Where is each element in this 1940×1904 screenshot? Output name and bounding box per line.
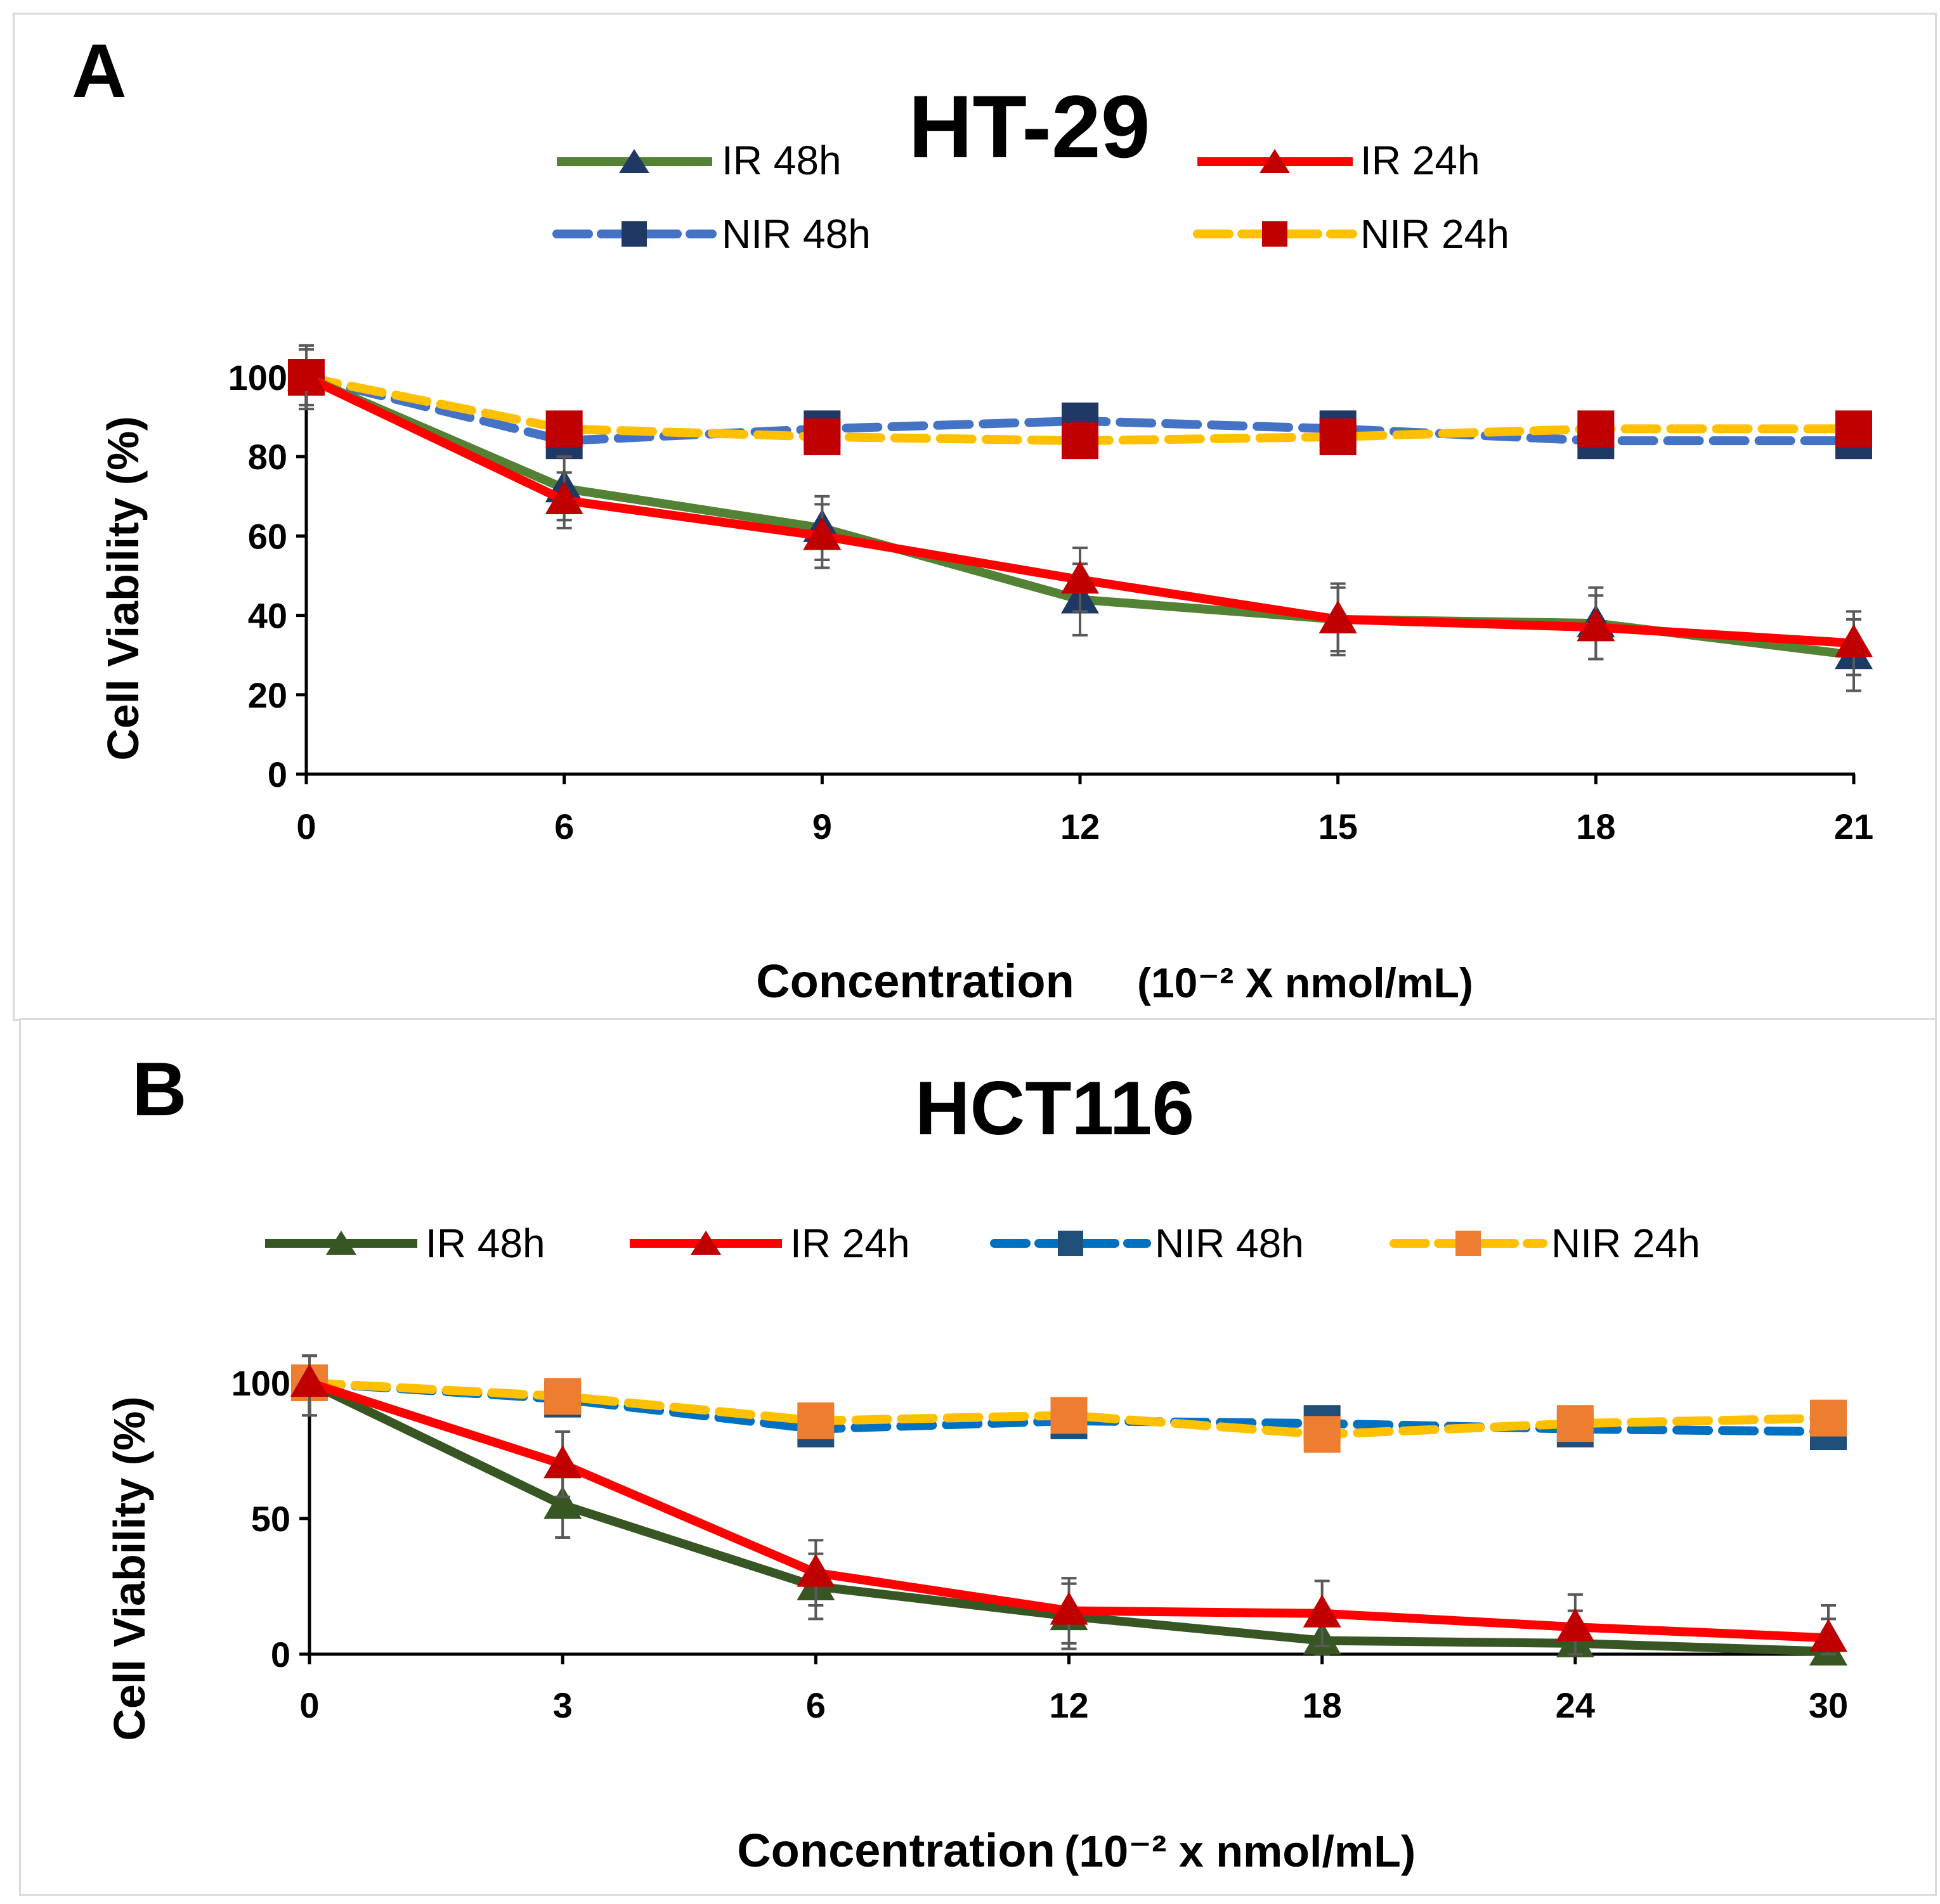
legend-b-nir48: NIR 48h: [990, 1221, 1304, 1266]
data-point-b-3-2: [797, 1402, 835, 1439]
y-tick-label-a-5: 100: [228, 358, 287, 398]
data-point-a-1-1: [545, 481, 583, 515]
y-tick-label-b-2: 100: [231, 1363, 290, 1403]
legend-b-nir24: NIR 24h: [1390, 1221, 1700, 1266]
data-point-a-1-3: [1061, 560, 1099, 594]
data-point-b-1-1: [544, 1445, 582, 1479]
y-tick-label-b-1: 50: [251, 1499, 290, 1539]
x-tick-label-a-1: 6: [554, 806, 574, 846]
y-tick-label-a-2: 40: [248, 596, 287, 636]
svg-text:NIR 24h: NIR 24h: [1360, 211, 1509, 257]
x-tick-label-a-0: 0: [296, 806, 316, 846]
x-tick-label-a-4: 15: [1318, 806, 1358, 846]
svg-text:IR 48h: IR 48h: [722, 138, 842, 183]
y-tick-label-a-0: 0: [268, 754, 287, 794]
y-axis-label-a: Cell Viability (%): [98, 416, 148, 760]
data-point-b-1-3: [1050, 1591, 1088, 1625]
plot-area-a: 0 20 40 60 80 100 0 6 9 12 15 18 21: [228, 344, 1873, 846]
svg-text:NIR 24h: NIR 24h: [1551, 1221, 1700, 1266]
chart-a-svg: A HT-29 IR 48h IR 24h NIR 48h NI: [72, 29, 1873, 1007]
data-point-a-3-4: [1319, 418, 1357, 455]
chart-panel-b: B HCT116 IR 48h IR 24h NIR 48h N: [19, 1018, 1937, 1896]
x-tick-label-b-4: 18: [1303, 1685, 1342, 1725]
x-tick-label-a-6: 21: [1834, 806, 1873, 846]
x-axis-unit-a: (10⁻² X nmol/mL): [1137, 959, 1473, 1006]
svg-text:NIR 48h: NIR 48h: [722, 211, 871, 257]
y-tick-label-a-3: 60: [248, 516, 287, 556]
chart-title-a: HT-29: [908, 77, 1150, 176]
svg-text:NIR 48h: NIR 48h: [1155, 1221, 1304, 1266]
data-point-b-3-5: [1556, 1405, 1594, 1442]
x-tick-label-b-2: 6: [806, 1685, 826, 1725]
legend-a-ir48: IR 48h: [557, 138, 842, 183]
legend-a: IR 48h IR 24h NIR 48h NIR 24h: [552, 138, 1509, 257]
data-point-a-3-1: [545, 410, 583, 448]
legend-b-ir24: IR 24h: [630, 1221, 910, 1266]
legend-a-nir48: NIR 48h: [552, 211, 871, 257]
x-tick-label-b-5: 24: [1556, 1685, 1595, 1725]
data-point-a-3-5: [1577, 410, 1615, 448]
data-point-a-1-5: [1577, 608, 1615, 642]
chart-panel-a: A HT-29 IR 48h IR 24h NIR 48h NI: [13, 13, 1937, 1021]
data-point-a-1-6: [1835, 624, 1873, 657]
chart-title-b: HCT116: [915, 1066, 1194, 1151]
data-point-a-1-2: [803, 517, 842, 550]
y-tick-label-b-0: 0: [271, 1635, 290, 1674]
x-tick-label-b-3: 12: [1049, 1685, 1088, 1725]
data-point-a-1-0: [287, 358, 325, 391]
data-point-b-3-4: [1303, 1416, 1341, 1453]
x-tick-label-a-3: 12: [1060, 806, 1100, 846]
panel-label-b: B: [132, 1047, 187, 1132]
x-tick-label-a-2: 9: [812, 806, 832, 846]
y-axis-label-b: Cell Viability (%): [105, 1396, 154, 1740]
y-tick-label-a-1: 20: [248, 675, 287, 715]
data-point-a-3-3: [1062, 422, 1098, 460]
data-point-b-1-6: [1809, 1619, 1847, 1652]
data-point-b-1-4: [1303, 1594, 1341, 1628]
plot-area-b: 0 50 100 0 3 6 12 18 24 30: [231, 1354, 1848, 1725]
x-tick-label-b-6: 30: [1809, 1685, 1848, 1725]
legend-a-ir24: IR 24h: [1197, 138, 1480, 183]
x-tick-label-b-0: 0: [299, 1685, 319, 1725]
svg-text:IR 24h: IR 24h: [1360, 138, 1480, 183]
svg-text:IR 48h: IR 48h: [426, 1221, 545, 1266]
data-point-b-1-5: [1556, 1608, 1594, 1642]
data-point-b-1-2: [797, 1553, 835, 1587]
legend-a-nir24: NIR 24h: [1193, 211, 1509, 257]
data-point-b-0-1: [544, 1486, 582, 1519]
legend-b: IR 48h IR 24h NIR 48h NIR 24h: [265, 1221, 1700, 1266]
x-axis-label-b: Concentration: [737, 1824, 1055, 1877]
data-point-b-3-1: [544, 1378, 582, 1415]
legend-b-ir48: IR 48h: [265, 1221, 545, 1266]
y-tick-label-a-4: 80: [248, 437, 287, 477]
data-point-b-3-3: [1050, 1397, 1088, 1434]
panel-label-a: A: [72, 29, 127, 113]
data-point-a-3-2: [804, 418, 841, 455]
x-tick-label-b-1: 3: [553, 1685, 573, 1725]
data-point-a-3-6: [1835, 410, 1872, 448]
chart-b-svg: B HCT116 IR 48h IR 24h NIR 48h N: [105, 1047, 1848, 1877]
x-axis-label-a: Concentration: [756, 955, 1074, 1007]
data-point-b-1-0: [290, 1364, 329, 1397]
data-point-b-3-6: [1810, 1399, 1847, 1437]
data-point-a-1-4: [1318, 600, 1357, 633]
x-axis-unit-b: (10⁻² x nmol/mL): [1064, 1827, 1416, 1876]
svg-text:IR 24h: IR 24h: [790, 1221, 910, 1266]
x-tick-label-a-5: 18: [1576, 806, 1615, 846]
